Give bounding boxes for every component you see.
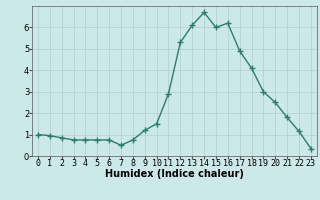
X-axis label: Humidex (Indice chaleur): Humidex (Indice chaleur) [105, 169, 244, 179]
